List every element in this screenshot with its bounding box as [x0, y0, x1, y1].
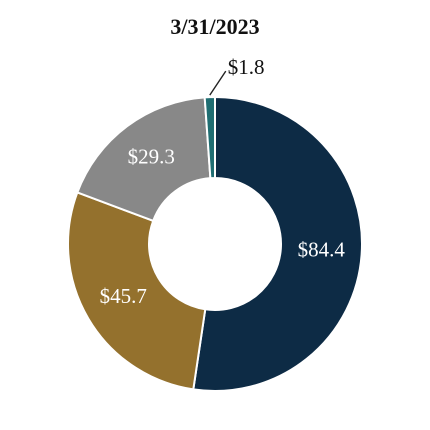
- donut-slice-1-8: [203, 95, 216, 180]
- donut-slice-29-3: [76, 96, 212, 223]
- donut-slice-45-7: [67, 191, 207, 391]
- donut-slice-84-4: [192, 95, 363, 392]
- slice-label-45-7: $45.7: [100, 284, 147, 308]
- chart-title: 3/31/2023: [170, 14, 260, 39]
- slice-label-84-4: $84.4: [298, 238, 346, 262]
- slice-label-29-3: $29.3: [128, 144, 175, 168]
- slice-label-1-8: $1.8: [228, 55, 265, 79]
- leader-line-1-8: [209, 70, 227, 96]
